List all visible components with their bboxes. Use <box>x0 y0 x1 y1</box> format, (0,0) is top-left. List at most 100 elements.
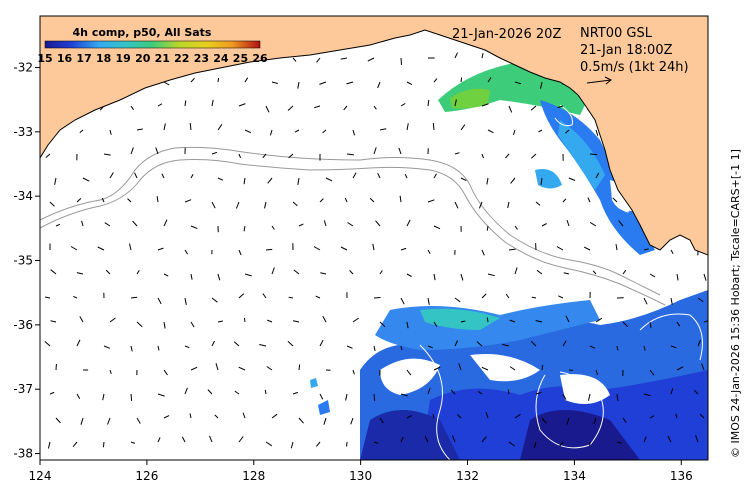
current-vector <box>163 219 168 227</box>
current-vector <box>427 249 431 254</box>
current-vector <box>616 345 619 351</box>
current-vector <box>433 225 441 230</box>
current-vector <box>323 417 327 425</box>
current-vector <box>97 246 105 251</box>
current-vector <box>313 246 321 251</box>
current-vector <box>190 273 193 280</box>
current-vector <box>556 246 564 251</box>
current-vector <box>264 389 267 395</box>
current-vector <box>595 317 603 323</box>
current-vector <box>514 267 518 275</box>
date-label: 21-Jan-2026 20Z <box>452 27 561 42</box>
current-vector <box>487 77 492 83</box>
current-vector <box>50 320 57 323</box>
current-vector <box>530 153 537 159</box>
current-vector <box>427 345 433 349</box>
current-vector <box>271 267 275 275</box>
current-vector <box>47 441 51 449</box>
current-vector <box>670 249 674 254</box>
current-vector <box>293 269 300 275</box>
current-vector <box>595 369 598 376</box>
current-vector <box>323 220 327 227</box>
current-vector <box>217 124 223 131</box>
current-vector <box>209 435 213 443</box>
current-vector <box>244 77 249 83</box>
current-vector <box>589 221 597 227</box>
current-vector <box>292 57 297 62</box>
current-vector <box>373 147 377 155</box>
current-vector <box>697 297 704 303</box>
current-vector <box>157 393 165 397</box>
current-vector <box>184 345 190 349</box>
current-vector <box>103 345 111 349</box>
current-vector <box>432 122 435 131</box>
current-vector <box>703 320 708 323</box>
current-vector <box>564 129 570 134</box>
current-vector <box>163 369 168 376</box>
current-vector <box>161 173 165 179</box>
current-vector <box>344 197 348 203</box>
current-vector <box>400 393 408 397</box>
current-vector <box>583 246 591 251</box>
current-vector <box>379 270 383 275</box>
current-vector <box>267 177 273 184</box>
current-vector <box>44 341 51 347</box>
current-vector <box>541 223 547 227</box>
product-label: NRT00 GSL <box>580 26 653 41</box>
colorbar: 4h comp, p50, All Sats 15 16 17 18 19 20 21 22 2… <box>37 26 268 65</box>
current-vector <box>485 412 489 419</box>
current-vector <box>45 296 51 299</box>
colorbar-title: 4h comp, p50, All Sats <box>73 26 212 39</box>
current-vector <box>136 270 140 275</box>
current-vector <box>79 316 84 323</box>
colorbar-tick-label: 26 <box>252 52 268 65</box>
current-vector <box>266 366 273 371</box>
current-vector <box>298 223 304 227</box>
current-vector <box>593 417 597 425</box>
current-vector <box>211 99 214 107</box>
current-vector <box>105 269 111 275</box>
current-vector <box>433 366 441 371</box>
current-vector <box>427 100 430 107</box>
current-vector <box>460 77 463 83</box>
current-vector <box>643 345 646 351</box>
current-vector <box>508 441 515 447</box>
vector-scale-label: 0.5m/s (1kt 24h) <box>580 60 689 75</box>
current-vector <box>452 435 456 443</box>
current-vector <box>400 297 405 305</box>
current-vector <box>265 441 273 447</box>
current-vector <box>505 153 510 159</box>
current-vector <box>157 297 162 305</box>
current-vector <box>315 295 321 299</box>
current-vector <box>535 201 541 206</box>
current-vector <box>320 272 327 275</box>
current-vector <box>298 417 304 424</box>
current-vector <box>481 366 489 371</box>
x-tick-label: 128 <box>242 469 265 483</box>
current-vector <box>264 201 267 209</box>
current-vector <box>367 57 375 62</box>
current-vector <box>676 273 679 281</box>
current-vector <box>81 220 84 227</box>
current-vector <box>454 201 459 209</box>
current-vector <box>618 220 624 227</box>
current-vector <box>377 172 381 179</box>
current-vector <box>535 320 543 323</box>
current-vector <box>460 177 467 182</box>
current-vector <box>502 343 510 347</box>
current-vector <box>244 273 252 277</box>
current-vector <box>649 369 655 376</box>
current-vector <box>322 315 327 323</box>
current-vector <box>458 363 462 371</box>
current-vector <box>427 387 431 395</box>
current-vector <box>190 366 198 371</box>
colorbar-tick-label: 23 <box>194 52 209 65</box>
current-vector <box>101 197 105 203</box>
current-vector <box>701 363 705 371</box>
current-vector <box>134 172 138 179</box>
current-vector <box>298 364 301 371</box>
colorbar-tick-label: 19 <box>116 52 131 65</box>
current-vector <box>54 177 57 185</box>
current-vector <box>406 123 409 131</box>
current-vector <box>675 413 678 419</box>
